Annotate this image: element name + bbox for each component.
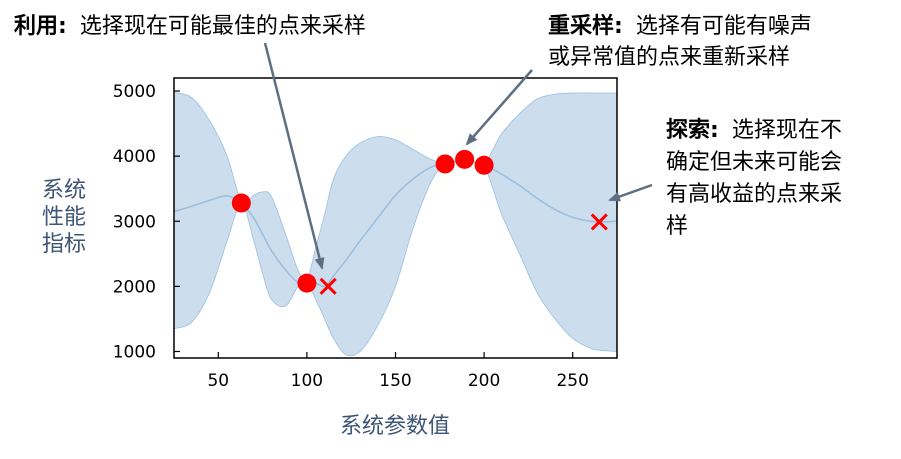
- y-tick-label: 1000: [113, 342, 156, 362]
- resample-text-2: 或异常值的点来重新采样: [548, 45, 790, 70]
- y-tick-label: 2000: [113, 277, 156, 297]
- observed-point-5: [474, 155, 494, 175]
- x-tick-label: 150: [379, 371, 411, 391]
- explore-text-2: 确定但未来可能会: [666, 150, 842, 175]
- candidate-cross-stroke: [319, 277, 337, 295]
- observed-point-4: [455, 149, 475, 169]
- y-axis-label-line-3: 指标: [42, 232, 86, 257]
- explore-text-4: 样: [666, 214, 688, 239]
- y-tick-label: 5000: [113, 82, 156, 102]
- resample-arrow: [465, 69, 533, 146]
- x-tick-label: 100: [291, 371, 323, 391]
- explore-annotation: 探索: 选择现在不: [666, 117, 842, 143]
- exploit-label: 利用:: [14, 14, 67, 39]
- exploit-arrow: [263, 42, 325, 270]
- x-tick-label: 200: [468, 371, 500, 391]
- resample-text-1: 选择有可能有噪声: [636, 14, 812, 39]
- x-tick-label: 50: [207, 371, 229, 391]
- y-axis-label-line-2: 性能: [42, 205, 86, 230]
- explore-text-1: 选择现在不: [732, 118, 842, 143]
- y-tick-label: 3000: [113, 212, 156, 232]
- candidate-point-1: [319, 277, 337, 295]
- explore-arrow: [608, 183, 653, 202]
- candidate-cross-stroke: [590, 213, 608, 231]
- x-tick-label: 250: [556, 371, 588, 391]
- mean-line: [173, 158, 618, 288]
- observed-point-1: [231, 193, 251, 213]
- observed-point-2: [297, 273, 317, 293]
- plot-layer: [173, 91, 618, 357]
- confidence-band: [173, 91, 618, 357]
- axis-layer: 50 100 150 200 250 1000 2000 3000 4000 5000: [113, 77, 618, 391]
- resample-label: 重采样:: [548, 13, 623, 39]
- candidate-point-2: [590, 213, 608, 231]
- exploit-text: 选择现在可能最佳的点来采样: [80, 14, 366, 39]
- exploit-annotation: 利用: 选择现在可能最佳的点来采样: [14, 14, 366, 39]
- explore-text-3: 有高收益的点来采: [666, 182, 842, 207]
- observed-point-3: [435, 154, 455, 174]
- y-tick-label: 4000: [113, 147, 156, 167]
- y-axis-label-line-1: 系统: [42, 178, 86, 203]
- explore-label: 探索:: [666, 117, 719, 143]
- x-axis-label: 系统参数值: [340, 414, 450, 439]
- resample-annotation: 重采样: 选择有可能有噪声: [548, 13, 812, 39]
